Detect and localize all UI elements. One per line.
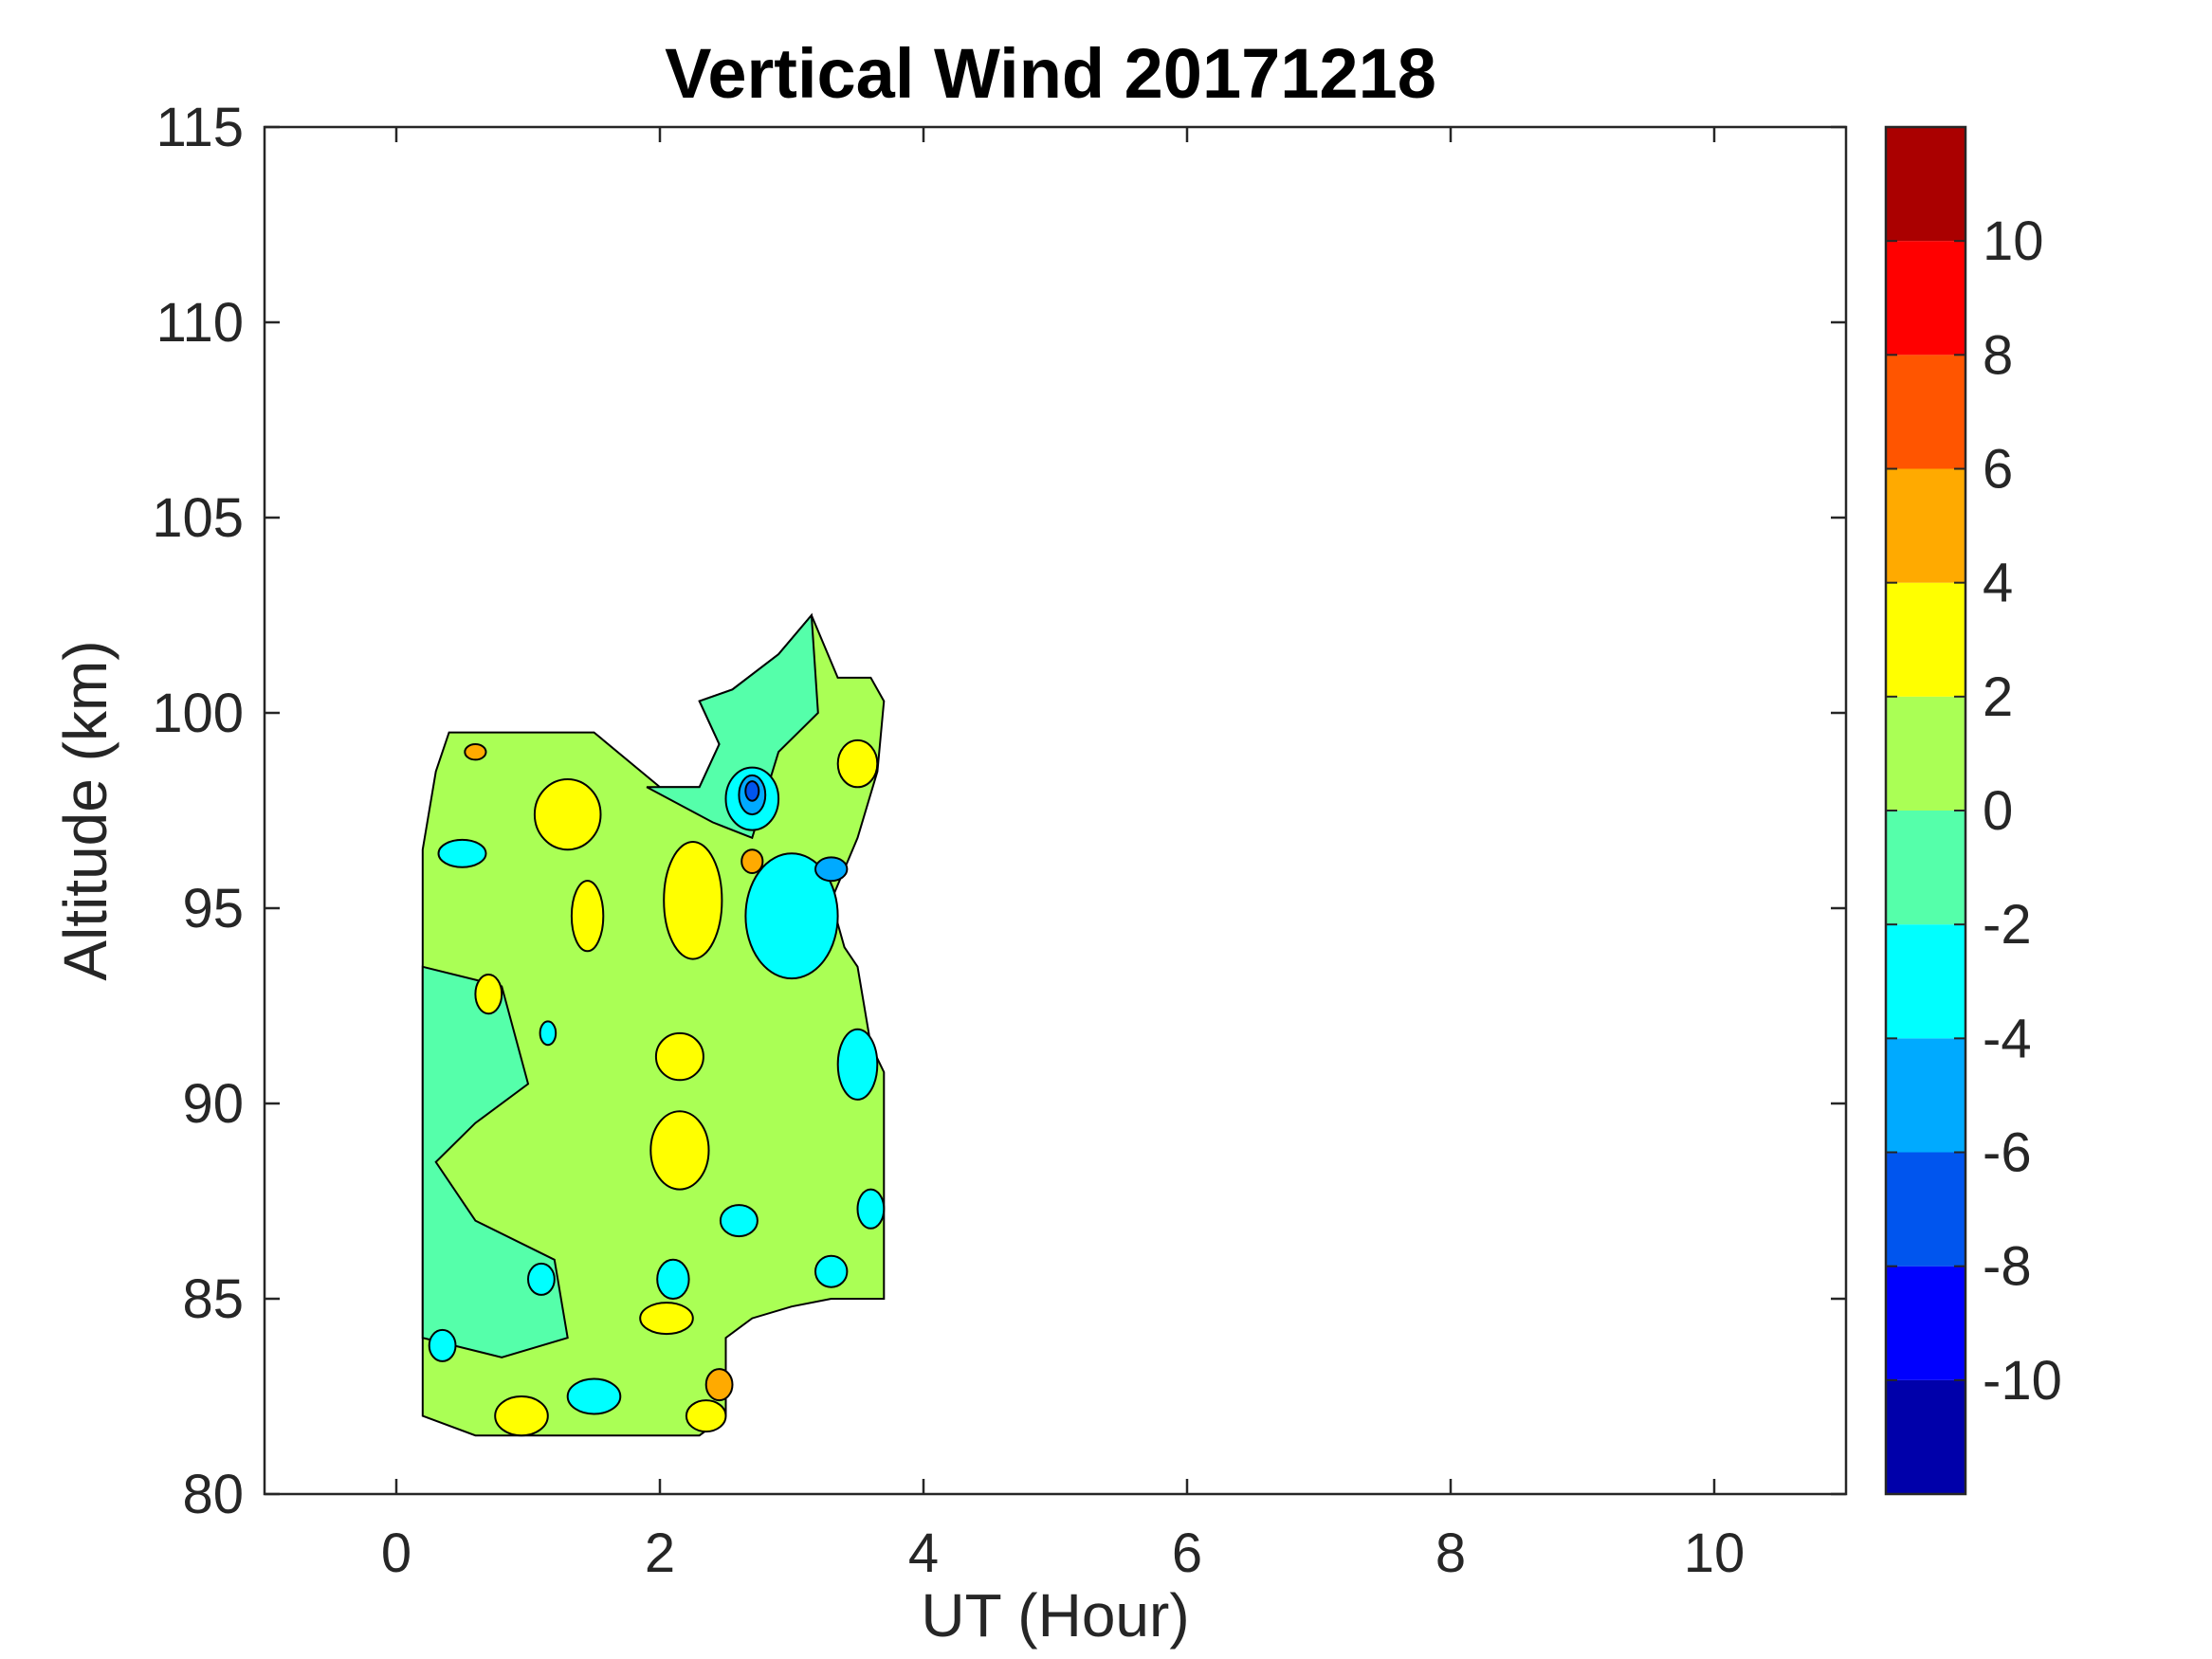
contour-patch (639, 1302, 694, 1336)
contour-patch (704, 1368, 734, 1402)
contour-patch (836, 738, 879, 789)
colorbar-tick-label: 0 (1983, 780, 2013, 842)
colorbar-tick-label: -4 (1983, 1008, 2032, 1069)
colorbar-segment (1886, 811, 1965, 925)
colorbar-segment (1886, 1379, 1965, 1494)
colorbar-tick-label: -6 (1983, 1122, 2032, 1184)
contour-patch (836, 1028, 879, 1101)
contour-patch (814, 1254, 849, 1288)
colorbar-segment (1886, 1152, 1965, 1267)
colorbar-tick-label: 10 (1983, 210, 2044, 272)
colorbar-tick-label: -8 (1983, 1236, 2032, 1298)
contour-patch (566, 1377, 622, 1415)
colorbar-segment (1886, 468, 1965, 583)
colorbar-segment (1886, 1266, 1965, 1380)
colorbar-segment (1886, 355, 1965, 469)
colorbar-segment (1886, 127, 1965, 242)
y-tick-label: 100 (152, 683, 244, 744)
contour-patch (654, 1031, 704, 1082)
contour-patch (649, 1110, 710, 1191)
x-axis: 0 2 4 6 8 10 (381, 127, 1745, 1584)
colorbar-segment (1886, 582, 1965, 697)
colorbar-tick-label: 2 (1983, 666, 2013, 728)
colorbar-tick-label: 8 (1983, 324, 2013, 386)
contour-band (421, 965, 569, 1358)
y-tick-label: 85 (182, 1268, 244, 1330)
contour-patch (474, 974, 503, 1015)
plot-frame (263, 125, 1848, 1496)
colorbar-tick-label: 4 (1983, 553, 2013, 614)
y-tick-label: 90 (182, 1073, 244, 1135)
contour-patch (539, 1020, 558, 1047)
x-tick-label: 4 (908, 1522, 939, 1584)
contour-patch (428, 1328, 457, 1362)
x-tick-label: 2 (645, 1522, 675, 1584)
contour-patch (719, 1204, 759, 1238)
y-axis: 80 85 90 95 100 105 110 115 (152, 97, 1846, 1525)
colorbar-tick-label: 6 (1983, 439, 2013, 501)
y-tick-label: 115 (156, 97, 244, 158)
contour-patch (656, 1258, 690, 1301)
y-axis-title: Altitude (km) (51, 640, 119, 980)
colorbar-segment (1886, 696, 1965, 811)
y-tick-label: 95 (182, 878, 244, 939)
colorbar-tick-label: -2 (1983, 894, 2032, 956)
x-tick-label: 10 (1684, 1522, 1746, 1584)
x-tick-label: 0 (381, 1522, 411, 1584)
contour-patch (740, 848, 764, 874)
colorbar-segment (1886, 1038, 1965, 1153)
y-tick-label: 105 (152, 487, 244, 549)
colorbar-tick-label: -10 (1983, 1350, 2062, 1412)
colorbar: 10 8 6 4 2 0 -2 -4 -6 -8 -10 (1884, 125, 2062, 1496)
x-axis-title: UT (Hour) (921, 1581, 1189, 1650)
contour-patch (570, 880, 605, 953)
contour-patch (856, 1188, 886, 1230)
contour-patch (685, 1399, 727, 1433)
colorbar-segment (1886, 241, 1965, 356)
contour-patch (494, 1395, 549, 1437)
contour-patch (437, 838, 487, 868)
contour-patch (744, 780, 760, 802)
x-tick-label: 6 (1172, 1522, 1202, 1584)
contour-patch (814, 856, 849, 883)
wind-contour-field (421, 612, 886, 1437)
contour-patch (464, 743, 487, 761)
y-tick-label: 80 (182, 1464, 244, 1525)
chart-title: Vertical Wind 20171218 (665, 34, 1436, 113)
contour-patch (663, 841, 723, 960)
contour-patch (744, 852, 839, 980)
y-tick-label: 110 (156, 292, 244, 354)
contour-patch (527, 1262, 556, 1296)
x-tick-label: 8 (1435, 1522, 1466, 1584)
contour-band (646, 612, 819, 840)
contour-patch (533, 778, 602, 851)
colorbar-segment (1886, 924, 1965, 1039)
